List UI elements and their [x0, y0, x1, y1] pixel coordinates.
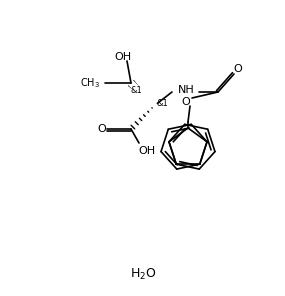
Text: O: O	[234, 64, 242, 74]
Text: H$_2$O: H$_2$O	[130, 266, 156, 281]
Text: OH: OH	[139, 146, 156, 156]
Text: O: O	[182, 97, 190, 107]
Text: &1: &1	[156, 99, 168, 107]
Text: NH: NH	[178, 85, 194, 95]
Text: CH$_3$: CH$_3$	[80, 76, 100, 90]
Text: &1: &1	[130, 86, 142, 94]
Polygon shape	[129, 81, 154, 106]
Text: OH: OH	[115, 52, 132, 62]
Text: O: O	[98, 124, 106, 134]
